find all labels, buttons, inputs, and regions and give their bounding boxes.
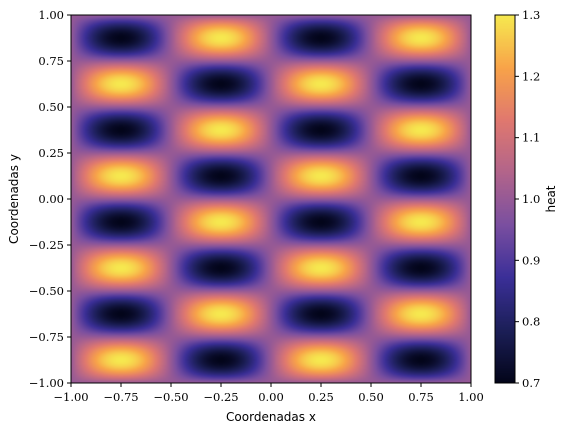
y-tick-label: −1.00 [29,376,64,390]
x-tick-label: 0.00 [258,390,284,404]
x-tick-label: 1.00 [458,390,484,404]
colorbar-tick-label: 1.1 [522,131,540,145]
x-axis: −1.00 −0.75 −0.50 −0.25 0.00 0.25 0.50 0.75 1.00 [53,383,484,404]
plot-area [70,14,472,384]
colorbar-ticks: 0.7 0.8 0.9 1.0 1.1 1.2 1.3 [515,8,540,390]
y-tick-label: −0.50 [29,284,64,298]
x-tick-label: −0.25 [203,390,238,404]
colorbar-label: heat [544,185,558,212]
y-tick-label: −0.25 [29,238,64,252]
colorbar-tick-label: 0.8 [522,315,540,329]
x-axis-label: Coordenadas x [226,410,316,424]
x-tick-label: 0.25 [308,390,334,404]
y-axis-label: Coordenadas y [7,154,21,244]
colorbar-tick-label: 0.7 [522,376,540,390]
y-axis: −1.00 −0.75 −0.50 −0.25 0.00 0.25 0.50 0.75 1.00 [29,8,71,390]
y-tick-label: 0.75 [38,54,64,68]
y-tick-label: 0.50 [38,100,64,114]
x-tick-label: −0.75 [103,390,138,404]
colorbar-tick-label: 0.9 [522,253,540,267]
y-tick-label: −0.75 [29,330,64,344]
x-tick-label: −1.00 [53,390,88,404]
colorbar: 0.7 0.8 0.9 1.0 1.1 1.2 1.3 heat [494,8,558,390]
colorbar-tick-label: 1.3 [522,8,540,22]
x-tick-label: 0.50 [358,390,384,404]
colorbar-tick-label: 1.0 [522,192,540,206]
y-tick-label: 1.00 [38,8,64,22]
colorbar-tick-label: 1.2 [522,69,540,83]
heatmap-image [71,15,471,383]
x-tick-label: −0.50 [153,390,188,404]
y-tick-label: 0.00 [38,192,64,206]
colorbar-gradient [495,15,515,383]
y-tick-label: 0.25 [38,146,64,160]
x-tick-label: 0.75 [408,390,434,404]
